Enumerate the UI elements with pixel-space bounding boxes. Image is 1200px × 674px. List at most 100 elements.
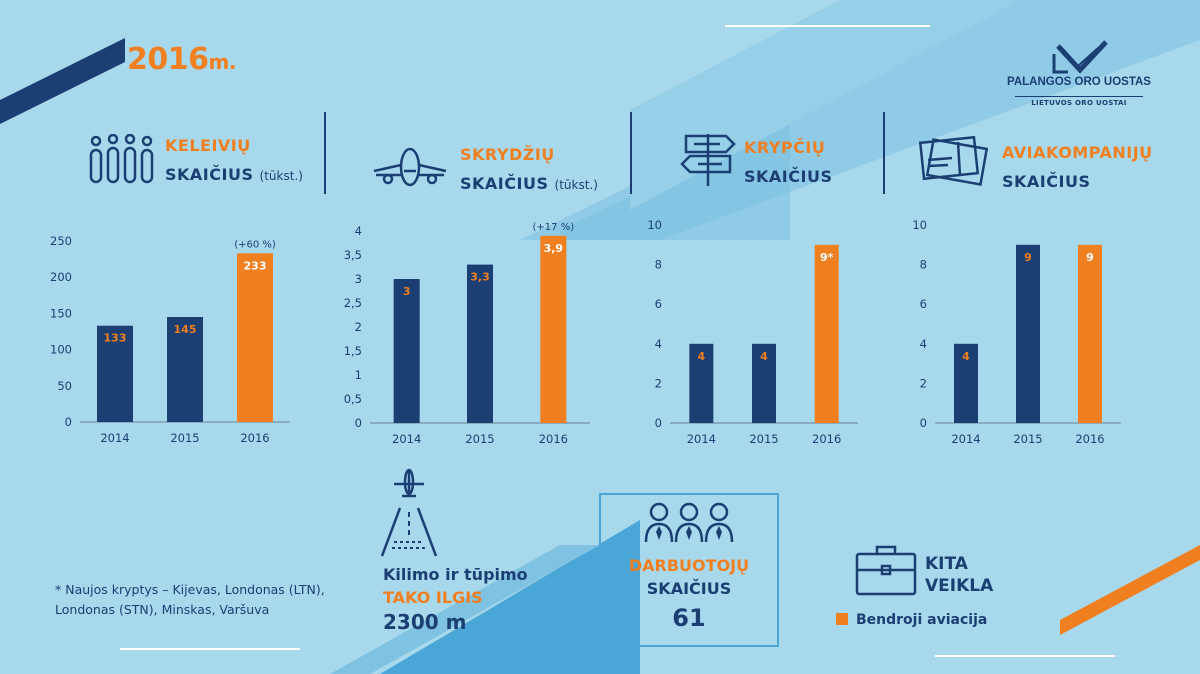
year-title: 2016m. bbox=[127, 42, 236, 77]
airlines-chart: 0 2 4 6 8 10 4 2014 9 2015 9 2016 bbox=[912, 218, 1121, 446]
staff-value: 61 bbox=[672, 604, 706, 632]
y-tick-label: 1 bbox=[355, 368, 362, 382]
bar bbox=[689, 343, 714, 423]
section-unit: (tūkst.) bbox=[259, 169, 303, 183]
data-label: 133 bbox=[104, 332, 127, 345]
section-title-line2: SKAIČIUS (tūkst.) bbox=[460, 174, 598, 193]
year-suffix: m. bbox=[208, 50, 237, 74]
x-tick-label: 2015 bbox=[1013, 432, 1042, 446]
x-tick-label: 2015 bbox=[749, 432, 778, 446]
y-tick-label: 2,5 bbox=[344, 296, 362, 310]
section-unit: (tūkst.) bbox=[554, 178, 598, 192]
bar bbox=[540, 235, 567, 423]
y-tick-label: 6 bbox=[655, 297, 662, 311]
data-label: 9* bbox=[820, 251, 834, 264]
section-divider-2 bbox=[630, 112, 632, 194]
y-tick-label: 200 bbox=[50, 270, 72, 284]
y-tick-label: 3,5 bbox=[344, 248, 362, 262]
runway-icon bbox=[380, 468, 438, 557]
data-label: 3,9 bbox=[544, 242, 564, 255]
footnote-line1: * Naujos kryptys – Kijevas, Londonas (LT… bbox=[55, 582, 325, 597]
passengers-chart: 0 50 100 150 200 250 133 2014 145 2015 233 2016 (+60… bbox=[50, 234, 290, 445]
y-tick-label: 8 bbox=[655, 258, 662, 272]
bar-annotation: (+60 %) bbox=[234, 239, 276, 250]
y-tick-label: 4 bbox=[655, 337, 662, 351]
section-title-line1: KRYPČIŲ bbox=[744, 138, 826, 157]
y-tick-label: 2 bbox=[655, 376, 662, 390]
destinations-chart: 0 2 4 6 8 10 4 2014 4 2015 9* 2016 bbox=[647, 218, 858, 446]
bar bbox=[237, 253, 273, 422]
section-divider-1 bbox=[324, 112, 326, 194]
bar bbox=[393, 279, 420, 423]
section-title-line2: SKAIČIUS bbox=[1002, 172, 1091, 191]
x-tick-label: 2014 bbox=[100, 431, 129, 445]
y-tick-label: 10 bbox=[647, 218, 662, 232]
y-tick-label: 50 bbox=[57, 379, 72, 393]
passengers-icon bbox=[89, 134, 154, 184]
other-activity-title: KITA VEIKLA bbox=[925, 553, 993, 597]
bar bbox=[1078, 244, 1102, 423]
logo-mark-icon bbox=[1052, 40, 1108, 74]
x-tick-label: 2016 bbox=[539, 432, 568, 446]
y-tick-label: 6 bbox=[920, 297, 927, 311]
staff-box bbox=[599, 493, 779, 647]
data-label: 3 bbox=[403, 285, 411, 298]
y-tick-label: 1,5 bbox=[344, 344, 362, 358]
tickets-icon bbox=[918, 135, 988, 186]
airplane-icon bbox=[373, 147, 447, 187]
x-tick-label: 2014 bbox=[687, 432, 716, 446]
y-tick-label: 8 bbox=[920, 258, 927, 272]
x-tick-label: 2015 bbox=[170, 431, 199, 445]
data-label: 233 bbox=[244, 259, 267, 272]
y-tick-label: 4 bbox=[355, 224, 362, 238]
section-heading-destinations: KRYPČIŲ SKAIČIUS bbox=[744, 138, 832, 186]
flights-chart: 0 0,5 1 1,5 2 2,5 3 3,5 4 3 2014 3,3 2015 3,9 2016 (+17… bbox=[344, 222, 590, 446]
section-divider-3 bbox=[883, 112, 885, 194]
bar bbox=[167, 317, 203, 422]
y-tick-label: 150 bbox=[50, 306, 72, 320]
staff-label-line1: DARBUOTOJŲ bbox=[628, 556, 750, 575]
bg-white-line-top bbox=[725, 25, 930, 27]
x-tick-label: 2014 bbox=[392, 432, 421, 446]
bar bbox=[1016, 244, 1040, 423]
bg-diagonal-band-3 bbox=[630, 0, 1020, 210]
data-label: 4 bbox=[698, 350, 706, 363]
section-heading-flights: SKRYDŽIŲ SKAIČIUS (tūkst.) bbox=[460, 145, 598, 193]
data-label: 9 bbox=[1086, 251, 1094, 264]
y-tick-label: 10 bbox=[912, 218, 927, 232]
y-tick-label: 0 bbox=[655, 416, 662, 430]
bg-white-line-bottom bbox=[120, 648, 300, 650]
y-tick-label: 0 bbox=[65, 415, 72, 429]
section-heading-airlines: AVIAKOMPANIJŲ SKAIČIUS bbox=[1002, 143, 1153, 191]
section-title-line1: AVIAKOMPANIJŲ bbox=[1002, 143, 1153, 162]
section-title-line1: SKRYDŽIŲ bbox=[460, 145, 555, 164]
y-tick-label: 0 bbox=[920, 416, 927, 430]
legend-swatch bbox=[836, 613, 848, 625]
x-tick-label: 2016 bbox=[240, 431, 269, 445]
section-title-line2: SKAIČIUS (tūkst.) bbox=[165, 165, 303, 184]
section-heading-passengers: KELEIVIŲ SKAIČIUS (tūkst.) bbox=[165, 136, 303, 184]
signpost-icon bbox=[680, 134, 736, 186]
briefcase-icon bbox=[855, 545, 917, 596]
footnote-line2: Londonas (STN), Minskas, Varšuva bbox=[55, 602, 270, 617]
data-label: 9 bbox=[1024, 251, 1032, 264]
bar-annotation: (+17 %) bbox=[533, 222, 575, 233]
bar bbox=[752, 343, 776, 423]
bg-bottom-band-2 bbox=[330, 545, 600, 674]
data-label: 3,3 bbox=[470, 271, 490, 284]
year-value: 2016 bbox=[127, 42, 209, 77]
logo-name: PALANGOS ORO UOSTAS bbox=[1007, 76, 1151, 88]
x-tick-label: 2016 bbox=[1075, 432, 1104, 446]
x-tick-label: 2016 bbox=[812, 432, 841, 446]
x-tick-label: 2015 bbox=[465, 432, 494, 446]
section-title-main: SKAIČIUS bbox=[165, 165, 254, 184]
runway-value: 2300 m bbox=[383, 610, 467, 634]
y-tick-label: 2 bbox=[920, 376, 927, 390]
runway-label-line1: Kilimo ir tūpimo bbox=[383, 565, 528, 584]
footnote: * Naujos kryptys – Kijevas, Londonas (LT… bbox=[55, 580, 325, 620]
y-tick-label: 3 bbox=[355, 272, 362, 286]
bar bbox=[954, 343, 978, 423]
data-label: 4 bbox=[962, 350, 970, 363]
section-title-line1: KELEIVIŲ bbox=[165, 136, 251, 155]
